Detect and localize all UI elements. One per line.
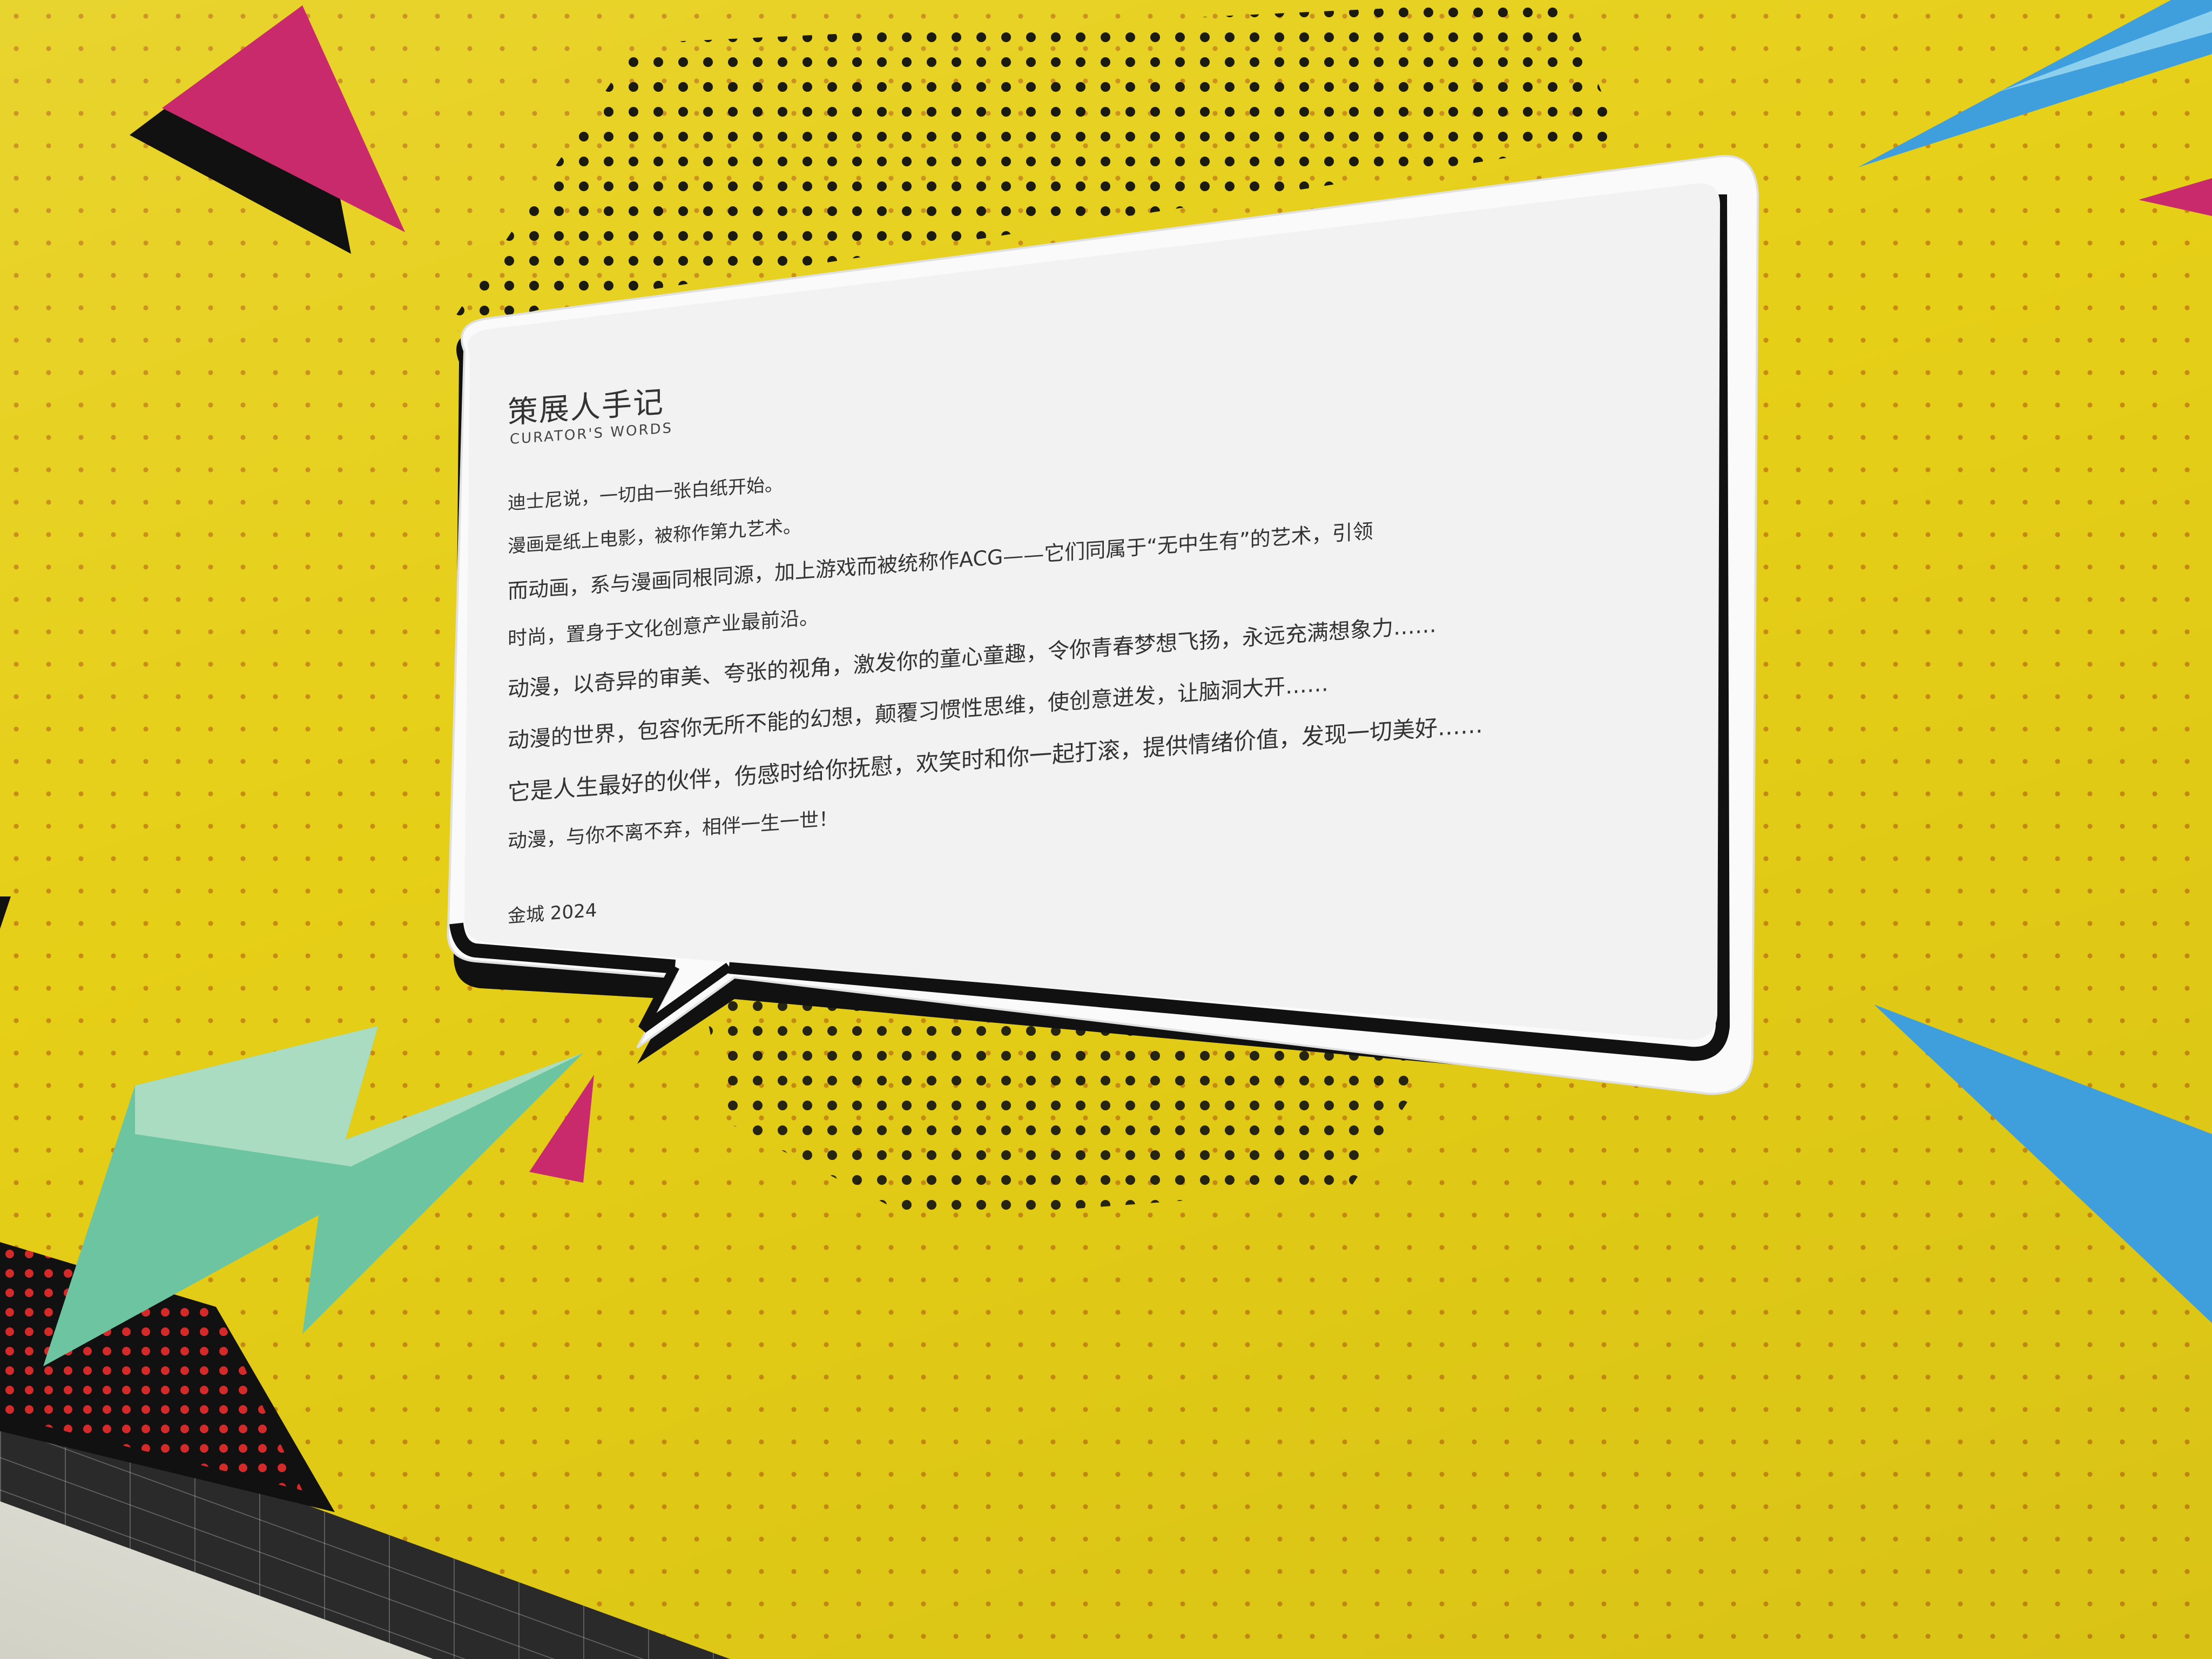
halftone-bottom xyxy=(702,994,1458,1220)
speech-bubble-tail-edge xyxy=(638,962,732,1033)
placard-line: 时尚，置身于文化创意产业最前沿。 xyxy=(508,606,819,651)
lightning-bolt-highlight xyxy=(135,1026,583,1166)
triangle-blue-right xyxy=(1874,1004,2212,1323)
placard-text: 策展人手记 CURATOR'S WORDS 迪士尼说，一切由一张白纸开始。 漫画… xyxy=(502,281,1582,950)
placard-line: 迪士尼说，一切由一张白纸开始。 xyxy=(508,473,783,515)
spike-blue-highlight xyxy=(1998,11,2212,92)
triangle-magenta-top-left xyxy=(162,5,405,232)
speech-bubble-panel xyxy=(464,183,1720,1040)
placard-line: 动漫，与你不离不弃，相伴一生一世！ xyxy=(508,807,839,853)
halftone-top xyxy=(443,0,1620,335)
spike-magenta-right xyxy=(2139,178,2212,216)
triangle-magenta-small xyxy=(529,1075,594,1183)
placard-signature: 金城 2024 xyxy=(508,899,597,928)
placard-line: 漫画是纸上电影，被称作第九艺术。 xyxy=(508,515,801,558)
speech-bubble-inner-edge xyxy=(449,194,1730,1061)
spike-blue-top-right xyxy=(1858,0,2212,167)
edge-black-mark xyxy=(0,896,11,929)
